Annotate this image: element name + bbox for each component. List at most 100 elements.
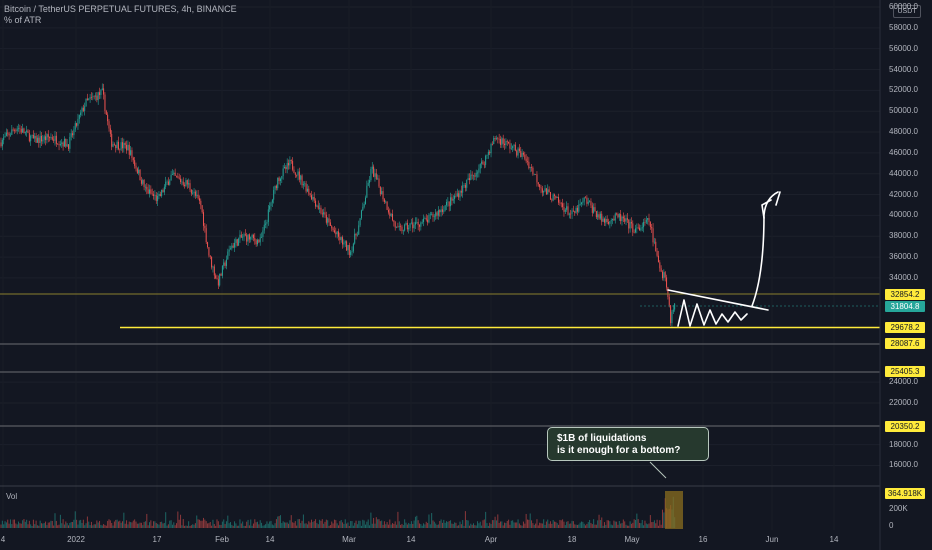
volume-bar xyxy=(289,520,291,528)
volume-bar xyxy=(508,519,510,528)
candle-body xyxy=(451,197,453,201)
candle-body xyxy=(356,234,358,236)
candle-body xyxy=(662,271,663,279)
price-tick: 40000.0 xyxy=(889,210,918,220)
candle-body xyxy=(308,188,310,194)
volume-bar xyxy=(340,519,342,528)
volume-bar xyxy=(149,522,150,528)
candle-body xyxy=(560,203,562,204)
candle-body xyxy=(549,192,551,200)
candle-body xyxy=(473,175,474,177)
candle-body xyxy=(408,227,410,230)
volume-bar xyxy=(512,520,514,528)
candle-body xyxy=(26,130,28,133)
volume-bar xyxy=(162,523,164,528)
volume-bar xyxy=(451,523,453,528)
candle-body xyxy=(539,184,541,188)
volume-bar xyxy=(425,521,427,528)
volume-bar xyxy=(327,520,329,528)
candle-body xyxy=(58,144,60,146)
annotation-callout[interactable]: $1B of liquidations is it enough for a b… xyxy=(547,427,709,461)
candle-body xyxy=(55,135,57,144)
candle-body xyxy=(219,273,221,286)
candle-body xyxy=(497,138,499,139)
volume-bar xyxy=(524,523,526,528)
volume-bar xyxy=(50,520,52,528)
candle-body xyxy=(269,205,271,210)
volume-bar xyxy=(8,523,10,528)
candle-body xyxy=(208,247,210,256)
volume-bar xyxy=(610,524,612,528)
candle-body xyxy=(373,166,375,177)
volume-bar xyxy=(147,525,149,528)
currency-badge[interactable]: USDT xyxy=(893,5,921,18)
candle-body xyxy=(666,277,668,288)
candle-body xyxy=(99,92,101,95)
candle-body xyxy=(609,221,611,224)
candle-body xyxy=(375,173,377,179)
volume-bar xyxy=(466,519,468,528)
candle-body xyxy=(120,142,122,150)
candle-body xyxy=(69,136,71,149)
candle-body xyxy=(167,181,169,185)
volume-bar xyxy=(68,525,69,528)
volume-bar xyxy=(444,522,446,528)
volume-bar xyxy=(281,523,283,528)
volume-bar xyxy=(363,520,365,528)
candle-body xyxy=(404,224,406,231)
volume-bar xyxy=(570,523,572,528)
candle-body xyxy=(105,111,107,115)
candle-body xyxy=(393,220,395,223)
candle-body xyxy=(572,210,574,212)
volume-bar xyxy=(100,524,102,528)
candle-body xyxy=(521,152,523,158)
volume-bar xyxy=(312,522,314,528)
symbol-title[interactable]: Bitcoin / TetherUS PERPETUAL FUTURES, 4h… xyxy=(4,4,237,14)
volume-bar xyxy=(169,520,171,528)
volume-bar xyxy=(366,521,368,528)
candle-body xyxy=(16,128,18,132)
candle-body xyxy=(463,185,465,186)
volume-bar xyxy=(463,525,465,528)
candle-body xyxy=(244,234,246,236)
volume-bar xyxy=(630,523,632,528)
indicator-label[interactable]: % of ATR xyxy=(4,15,42,25)
candle-body xyxy=(63,138,65,147)
candle-body xyxy=(266,222,268,224)
candle-body xyxy=(50,137,52,139)
volume-bar xyxy=(132,520,134,528)
volume-label[interactable]: Vol xyxy=(6,492,18,501)
candle-body xyxy=(490,144,492,154)
volume-bar xyxy=(331,521,333,528)
candle-body xyxy=(636,227,638,229)
candle-body xyxy=(383,199,385,203)
volume-bar xyxy=(460,524,462,528)
candle-body xyxy=(230,248,231,250)
candle-body xyxy=(536,174,538,183)
candle-body xyxy=(448,201,450,207)
candle-body xyxy=(53,139,55,141)
volume-bar xyxy=(27,524,29,528)
time-tick: 16 xyxy=(698,535,708,544)
candle-body xyxy=(374,173,376,177)
volume-bar xyxy=(571,520,573,528)
candle-body xyxy=(285,166,287,170)
candle-body xyxy=(548,189,550,193)
volume-bar xyxy=(487,525,489,528)
candle-body xyxy=(86,98,88,100)
volume-bar xyxy=(270,520,272,528)
volume-bar xyxy=(629,521,631,528)
candle-body xyxy=(620,214,622,222)
volume-bars xyxy=(0,496,676,528)
candle-body xyxy=(394,222,396,228)
volume-bar xyxy=(458,525,460,528)
candle-body xyxy=(182,181,184,185)
candle-body xyxy=(464,185,466,188)
volume-bar xyxy=(655,523,657,528)
candle-body xyxy=(257,239,258,245)
last-price-label: 31804.8 xyxy=(885,301,925,312)
volume-bar xyxy=(290,515,292,528)
candle-body xyxy=(300,175,302,180)
price-label-28087: 28087.6 xyxy=(885,338,925,349)
